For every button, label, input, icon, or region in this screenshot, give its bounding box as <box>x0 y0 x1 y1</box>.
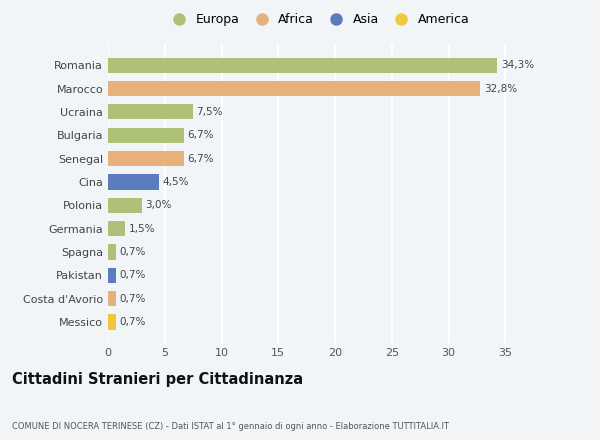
Text: 0,7%: 0,7% <box>119 270 146 280</box>
Text: 6,7%: 6,7% <box>187 154 214 164</box>
Text: 0,7%: 0,7% <box>119 293 146 304</box>
Bar <box>108 268 116 283</box>
Bar <box>108 151 184 166</box>
Text: 1,5%: 1,5% <box>128 224 155 234</box>
Bar <box>108 315 116 330</box>
Text: 4,5%: 4,5% <box>163 177 189 187</box>
Text: 34,3%: 34,3% <box>501 60 534 70</box>
Text: 0,7%: 0,7% <box>119 317 146 327</box>
Text: 7,5%: 7,5% <box>197 107 223 117</box>
Text: 6,7%: 6,7% <box>187 130 214 140</box>
Bar <box>108 104 193 120</box>
Legend: Europa, Africa, Asia, America: Europa, Africa, Asia, America <box>161 8 475 31</box>
Bar <box>108 58 497 73</box>
Bar <box>108 244 116 260</box>
Text: 32,8%: 32,8% <box>484 84 517 94</box>
Text: 3,0%: 3,0% <box>145 200 172 210</box>
Bar <box>108 291 116 306</box>
Bar <box>108 198 142 213</box>
Bar <box>108 81 481 96</box>
Text: COMUNE DI NOCERA TERINESE (CZ) - Dati ISTAT al 1° gennaio di ogni anno - Elabora: COMUNE DI NOCERA TERINESE (CZ) - Dati IS… <box>12 422 449 431</box>
Bar <box>108 128 184 143</box>
Text: Cittadini Stranieri per Cittadinanza: Cittadini Stranieri per Cittadinanza <box>12 372 303 387</box>
Bar <box>108 174 159 190</box>
Text: 0,7%: 0,7% <box>119 247 146 257</box>
Bar <box>108 221 125 236</box>
